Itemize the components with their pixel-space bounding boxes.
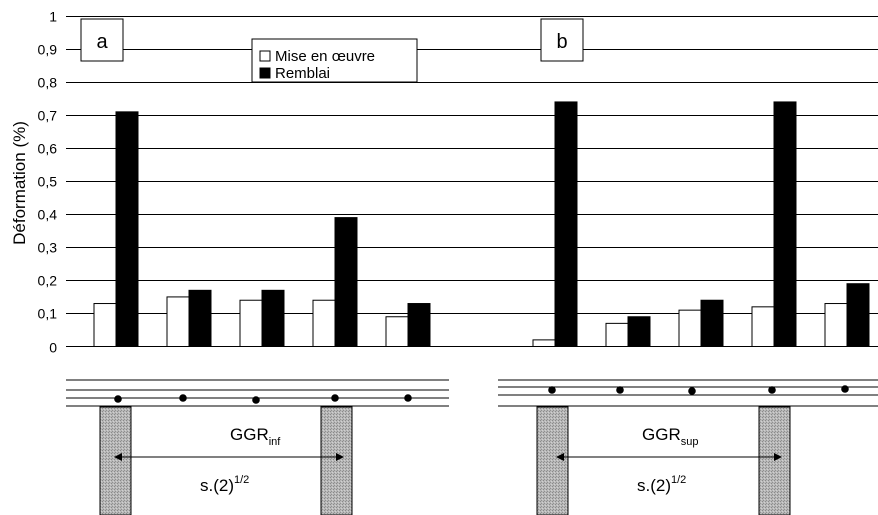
- diagram-a-marker-5: [404, 394, 412, 402]
- legend: Mise en œuvre Remblai: [251, 38, 418, 83]
- diagram-a-spacing-sup: 1/2: [234, 474, 249, 486]
- y-tick-label: 0,2: [38, 273, 58, 289]
- y-tick-label: 1: [49, 9, 57, 25]
- y-tick-label: 0,6: [38, 141, 58, 157]
- gridlines: [66, 16, 878, 314]
- bar-b-mise-en-oeuvre-5: [824, 303, 848, 348]
- diagram-b-spacing-label: s.(2)1/2: [637, 474, 686, 495]
- bar-a-mise-en-oeuvre-5: [385, 316, 409, 348]
- diagram-a-label-main: GGR: [230, 425, 269, 444]
- y-tick-label: 0,9: [38, 42, 58, 58]
- diagram-b-label-main: GGR: [642, 425, 681, 444]
- diagram-a-arrowhead-left: [114, 453, 122, 461]
- diagram-a-spacing-label: s.(2)1/2: [200, 474, 249, 495]
- panel-b-label: b: [556, 31, 567, 53]
- legend-box: [251, 38, 418, 83]
- diagram-a-label-sub: inf: [269, 436, 282, 448]
- diagram-a-marker-2: [179, 394, 187, 402]
- panel-a-label: a: [96, 31, 108, 53]
- bar-b-remblai-1: [554, 101, 578, 348]
- bar-b-remblai-5: [846, 283, 870, 347]
- legend-label-remblai: Remblai: [275, 65, 330, 82]
- diagram-a-arrowhead-right: [336, 453, 344, 461]
- diagram-b-label-sub: sup: [681, 436, 699, 448]
- y-tick-label: 0: [49, 340, 57, 356]
- bar-b-mise-en-oeuvre-3: [678, 309, 702, 347]
- y-tick-label: 0,3: [38, 240, 58, 256]
- bar-b-mise-en-oeuvre-1: [532, 339, 556, 348]
- diagram-a: GGRinf s.(2)1/2: [66, 379, 449, 515]
- bar-a-remblai-1: [115, 111, 139, 347]
- y-tick-labels: 0 0,1 0,2 0,3 0,4 0,5 0,6 0,7 0,8 0,9 1: [38, 9, 58, 356]
- bar-a-remblai-5: [407, 303, 431, 348]
- y-tick-label: 0,4: [38, 207, 58, 223]
- legend-swatch-mise-en-oeuvre: [259, 50, 271, 62]
- diagram-b-column-left: [536, 406, 569, 515]
- diagram-b-marker-5: [841, 385, 849, 393]
- diagram-a-label: GGRinf: [230, 425, 281, 448]
- y-tick-label: 0,5: [38, 174, 58, 190]
- diagram-a-spacing-main: s.(2): [200, 476, 234, 495]
- diagram-b-label: GGRsup: [642, 425, 698, 448]
- diagram-b-marker-2: [616, 386, 624, 394]
- diagram-b-column-right: [758, 406, 791, 515]
- y-tick-label: 0,7: [38, 108, 58, 124]
- panel-a-label-box: [80, 18, 124, 62]
- bar-a-remblai-4: [334, 217, 358, 347]
- diagram-a-marker-1: [114, 395, 122, 403]
- diagram-b-arrowhead-right: [774, 453, 782, 461]
- bar-a-mise-en-oeuvre-2: [166, 296, 190, 347]
- y-tick-label: 0,8: [38, 75, 58, 91]
- diagram-b-marker-3: [688, 387, 696, 395]
- bar-a-remblai-3: [261, 289, 285, 348]
- bar-b-remblai-3: [700, 299, 724, 348]
- diagram-a-marker-3: [252, 396, 260, 404]
- bar-b-remblai-4: [773, 101, 797, 348]
- bar-b-mise-en-oeuvre-4: [751, 306, 775, 347]
- bars: [93, 101, 870, 348]
- diagram-b-marker-1: [548, 386, 556, 394]
- bar-a-remblai-2: [188, 289, 212, 348]
- legend-swatch-remblai: [259, 67, 271, 79]
- diagram-b-arrowhead-left: [556, 453, 564, 461]
- legend-label-mise-en-oeuvre: Mise en œuvre: [275, 48, 375, 65]
- diagram-b-marker-4: [768, 386, 776, 394]
- bar-b-remblai-2: [627, 316, 651, 348]
- diagram-a-column-right: [320, 406, 353, 515]
- diagram-b-spacing-main: s.(2): [637, 476, 671, 495]
- diagram-b: GGRsup s.(2)1/2: [498, 379, 878, 515]
- bar-a-mise-en-oeuvre-3: [239, 299, 263, 348]
- bar-a-mise-en-oeuvre-4: [312, 299, 336, 348]
- diagram-b-spacing-sup: 1/2: [671, 474, 686, 486]
- diagram-a-marker-4: [331, 394, 339, 402]
- y-axis-label: Déformation (%): [10, 121, 29, 245]
- bar-b-mise-en-oeuvre-2: [605, 322, 629, 347]
- panel-b-label-box: [540, 18, 584, 62]
- y-tick-label: 0,1: [38, 306, 58, 322]
- diagram-a-column-left: [99, 406, 132, 515]
- bar-a-mise-en-oeuvre-1: [93, 303, 117, 348]
